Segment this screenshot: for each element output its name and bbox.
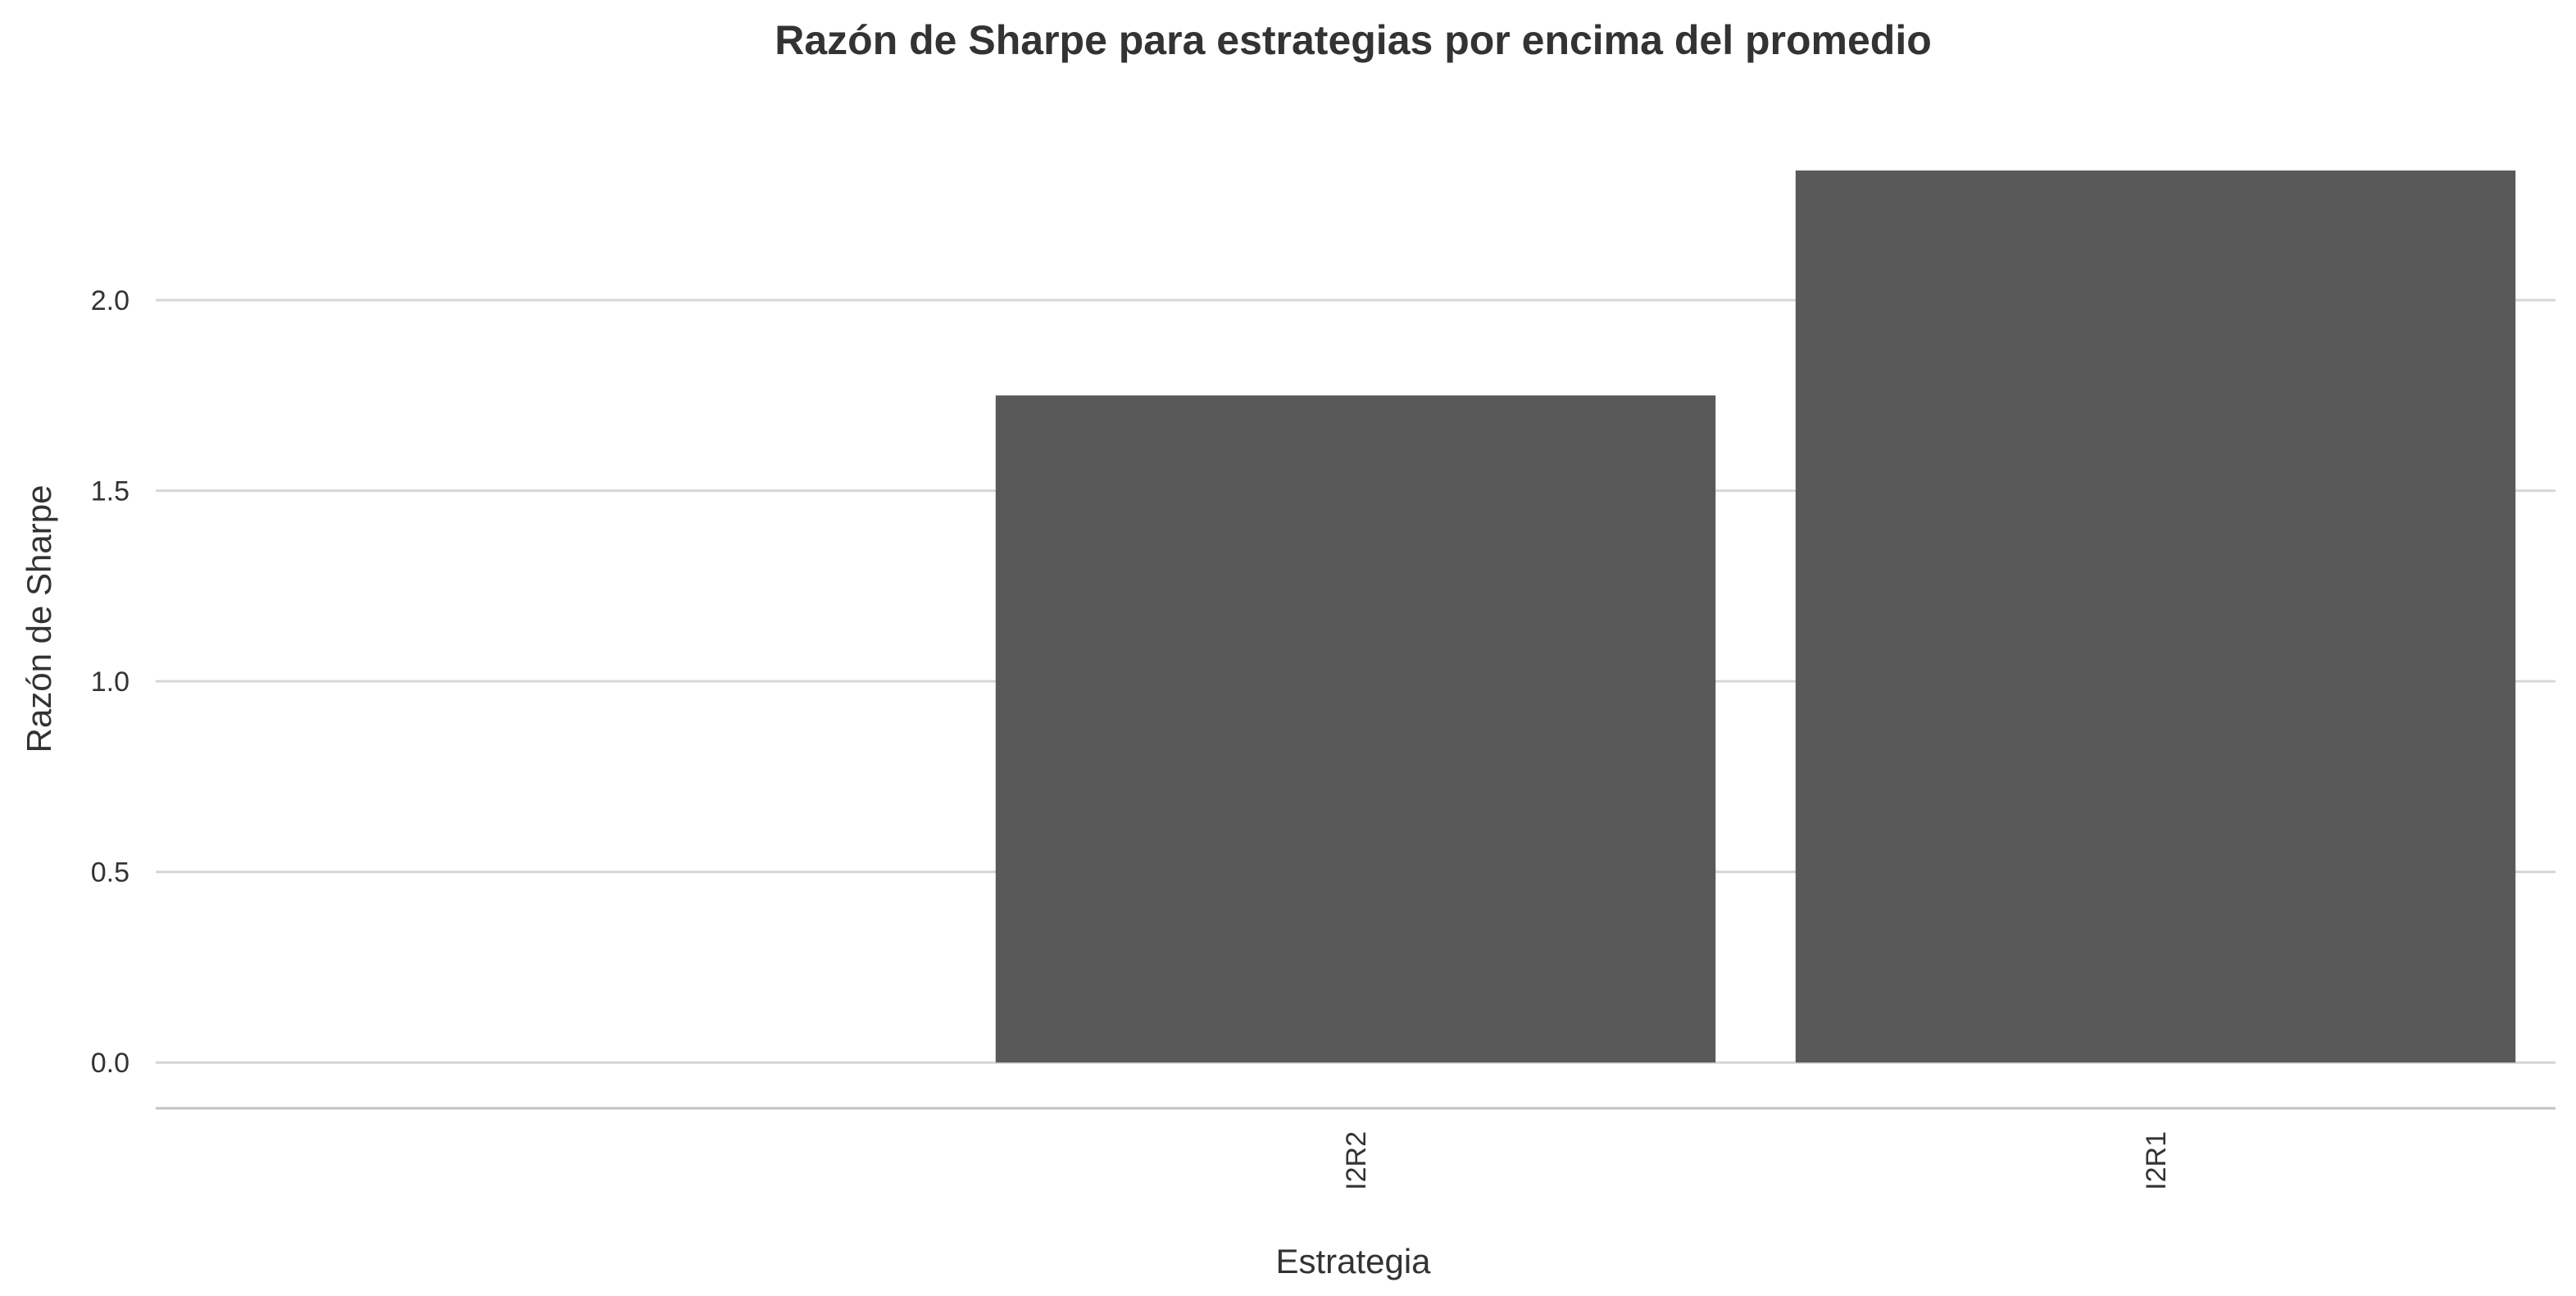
- bars: [995, 171, 2516, 1063]
- y-tick-label: 0.0: [91, 1048, 129, 1079]
- bar-i2r1: [1795, 171, 2516, 1063]
- x-axis-ticks: I2R2 I2R1: [1341, 1131, 2172, 1190]
- chart-title: Razón de Sharpe para estrategias por enc…: [775, 17, 1932, 63]
- x-tick-label: I2R1: [2141, 1131, 2172, 1190]
- y-tick-label: 0.5: [91, 857, 129, 889]
- x-tick-label: I2R2: [1341, 1131, 1372, 1190]
- x-axis-title: Estrategia: [1275, 1242, 1431, 1280]
- y-tick-label: 1.5: [91, 476, 129, 507]
- y-tick-label: 2.0: [91, 285, 129, 316]
- y-axis-ticks: 0.0 0.5 1.0 1.5 2.0: [91, 285, 129, 1079]
- bar-i2r2: [995, 395, 1716, 1063]
- y-tick-label: 1.0: [91, 666, 129, 698]
- y-axis-title: Razón de Sharpe: [20, 485, 58, 753]
